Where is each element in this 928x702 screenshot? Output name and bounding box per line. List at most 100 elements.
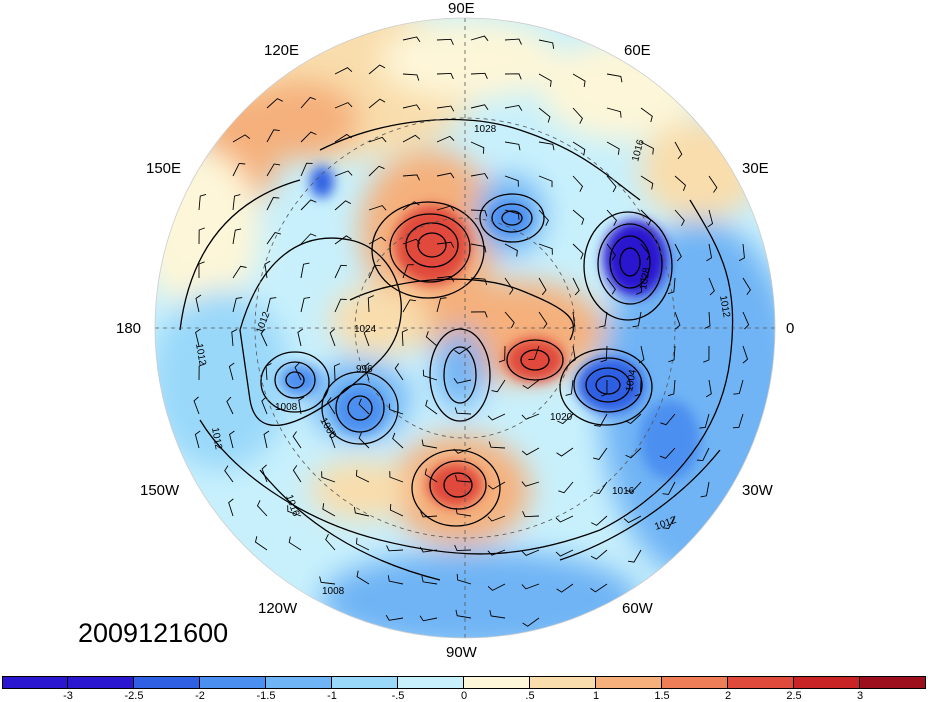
date-time-label: 2009121600: [78, 618, 229, 648]
wind-barb: [591, 515, 608, 526]
colorbar-tick-label: 1: [592, 690, 600, 702]
wind-barb: [334, 200, 352, 211]
colorbar-segment: [332, 676, 398, 689]
wind-barb: [470, 141, 485, 154]
wind-barb: [436, 275, 455, 282]
isobar-label: 1012: [717, 295, 732, 319]
wind-barb: [402, 264, 414, 279]
wind-barb: [368, 64, 386, 75]
wind-barb: [632, 311, 642, 328]
wind-barb: [334, 170, 353, 177]
wind-barb: [261, 464, 268, 483]
wind-barb: [538, 107, 551, 123]
wind-barb: [254, 536, 268, 551]
wind-barb: [436, 135, 455, 143]
wind-barb: [402, 238, 421, 245]
wind-barb: [229, 430, 235, 449]
wind-barb: [635, 277, 643, 295]
wind-barb: [421, 575, 438, 585]
wind-barb: [659, 447, 676, 459]
wind-barb: [623, 515, 642, 524]
wind-barb: [367, 295, 374, 313]
wind-barbs: [193, 35, 751, 627]
wind-barb: [228, 498, 234, 517]
wind-barb: [732, 413, 744, 429]
wind-barb: [364, 362, 370, 381]
wind-barb: [521, 549, 540, 556]
wind-barb: [565, 379, 574, 396]
colorbar-tick-label: 3: [856, 690, 864, 702]
lon-label-150w: 150W: [140, 482, 180, 499]
isobars: [179, 118, 734, 581]
wind-barb: [522, 617, 540, 627]
wind-barb: [700, 481, 710, 498]
wind-barb: [504, 73, 522, 80]
wind-barb: [470, 72, 488, 79]
wind-barb: [195, 294, 202, 313]
lon-label-120w: 120W: [258, 600, 298, 617]
colorbar-segment: [134, 676, 200, 689]
colorbar-tick-label: -1.5: [256, 690, 276, 702]
colorbar-segment: [596, 676, 662, 689]
wind-barb: [572, 141, 586, 156]
wind-barb: [470, 35, 489, 42]
wind-barb: [742, 345, 749, 364]
wind-barb: [487, 549, 506, 556]
wind-barb: [266, 98, 283, 109]
wind-barb: [402, 299, 416, 313]
wind-barb: [538, 243, 553, 255]
wind-barb: [606, 209, 617, 226]
wind-barb: [538, 277, 547, 296]
wind-barb: [504, 104, 523, 111]
map-boundary: [154, 17, 776, 639]
wind-barb: [606, 175, 617, 193]
isobar-label: 1012: [209, 427, 224, 451]
wind-barb: [300, 262, 310, 279]
isobar-label: 1028: [474, 124, 497, 135]
wind-barb: [334, 235, 352, 245]
wind-barb: [487, 515, 506, 522]
wind-barb: [454, 345, 472, 355]
wind-barb: [638, 345, 645, 364]
isobar-label: 1020: [550, 412, 573, 423]
wind-barb: [601, 379, 608, 397]
colorbar-tick-label: 2.5: [786, 690, 802, 702]
wind-barb: [263, 430, 270, 449]
colorbar-tick-label: -2: [195, 690, 205, 702]
wind-barb: [419, 546, 438, 553]
wind-barb: [569, 311, 576, 330]
colorbar-tick-label: -1: [327, 690, 337, 702]
wind-barb: [402, 104, 421, 111]
wind-barb: [436, 241, 455, 248]
wind-barb: [334, 102, 353, 109]
wind-barb: [558, 481, 574, 494]
wind-barb: [521, 413, 540, 420]
wind-barb: [436, 73, 454, 80]
lon-label-30w: 30W: [742, 482, 773, 499]
wind-barb: [634, 379, 642, 397]
wind-barb: [708, 175, 718, 193]
wind-barb: [606, 277, 616, 295]
wind-barb: [389, 471, 404, 483]
colorbar-segment: [662, 676, 728, 689]
lon-label-90w: 90W: [446, 644, 477, 661]
wind-barb: [606, 73, 623, 83]
wind-barb: [538, 39, 555, 49]
wind-barb: [232, 265, 247, 279]
wind-barb: [705, 379, 712, 398]
wind-barb: [598, 311, 608, 328]
wind-barb: [594, 413, 608, 427]
wind-barb: [504, 243, 518, 257]
wind-barb: [504, 311, 515, 329]
wind-barb: [334, 298, 347, 313]
wind-barb: [297, 328, 304, 347]
wind-barb: [224, 465, 234, 483]
wind-barb: [334, 264, 347, 279]
wind-barb: [355, 469, 370, 483]
wind-barb: [707, 209, 714, 228]
wind-barb: [329, 430, 336, 449]
wind-barb: [708, 277, 715, 296]
wind-barb: [436, 38, 454, 45]
wind-barb: [298, 396, 305, 415]
wind-barb: [193, 396, 200, 415]
